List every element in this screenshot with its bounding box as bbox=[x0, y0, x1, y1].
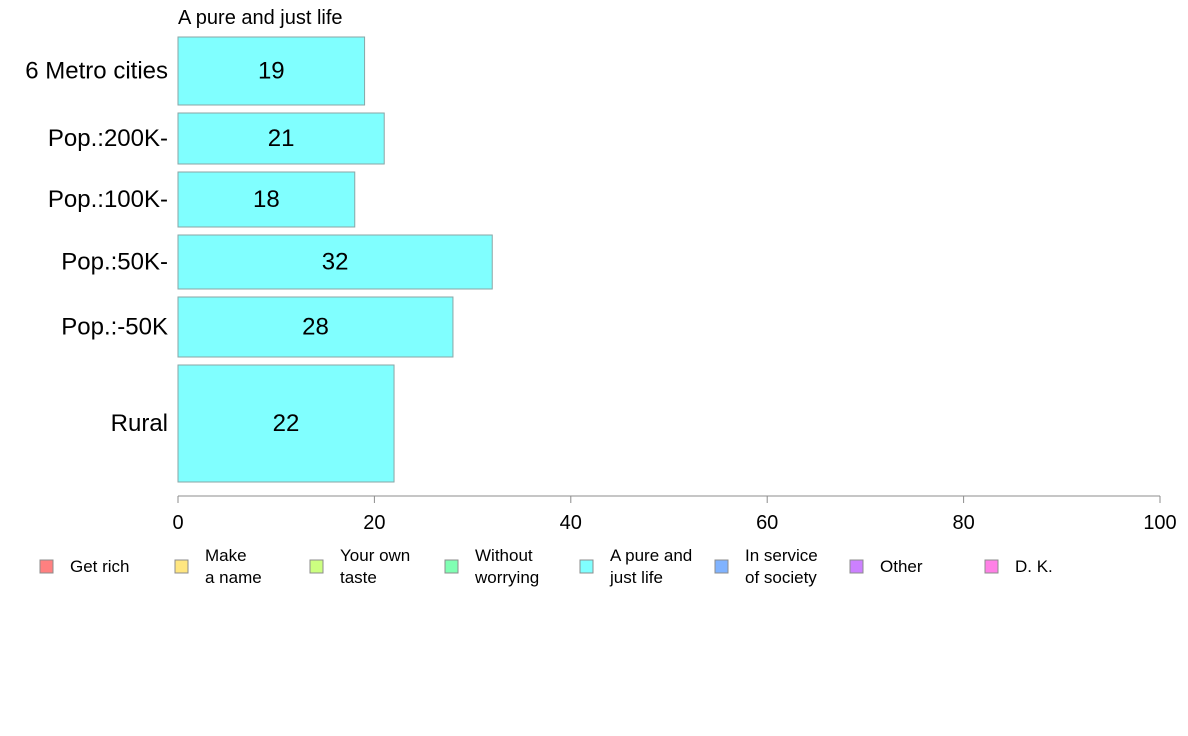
legend-label: Make bbox=[205, 546, 247, 565]
bar-value-label: 32 bbox=[322, 249, 349, 276]
legend-swatch bbox=[714, 559, 729, 574]
bar bbox=[177, 36, 366, 106]
bar-value-label: 19 bbox=[258, 58, 285, 85]
category-label: Pop.:200K- bbox=[48, 125, 168, 152]
bar-value-label: 18 bbox=[253, 186, 280, 213]
bar bbox=[177, 364, 395, 483]
x-tick-label: 80 bbox=[952, 512, 974, 534]
legend-item: Get rich bbox=[39, 557, 130, 576]
legend-swatch bbox=[309, 559, 324, 574]
bar-value-label: 28 bbox=[302, 314, 329, 341]
bar bbox=[177, 171, 356, 228]
legend-item: Other bbox=[849, 557, 923, 576]
x-axis: 0 20 40 60 80 100 bbox=[172, 495, 1177, 534]
legend-swatch bbox=[174, 559, 189, 574]
legend-label: D. K. bbox=[1015, 557, 1053, 576]
legend-label: just life bbox=[609, 568, 663, 587]
legend-label: Get rich bbox=[70, 557, 130, 576]
x-tick-label: 100 bbox=[1143, 512, 1176, 534]
legend-item: Make a name bbox=[174, 546, 262, 587]
legend-swatch bbox=[579, 559, 594, 574]
legend-item: A pure and just life bbox=[579, 546, 692, 587]
legend-label: a name bbox=[205, 568, 262, 587]
legend-item: Without worrying bbox=[444, 546, 539, 587]
legend-item: Your own taste bbox=[309, 546, 410, 587]
legend-swatch bbox=[984, 559, 999, 574]
bar-value-label: 22 bbox=[273, 410, 300, 437]
bar bbox=[177, 234, 493, 290]
legend-label: Your own bbox=[340, 546, 410, 565]
legend-label: Without bbox=[475, 546, 533, 565]
category-label: Pop.:-50K bbox=[61, 314, 168, 341]
bar bbox=[177, 112, 385, 165]
legend-item: In service of society bbox=[714, 546, 818, 587]
legend-label: In service bbox=[745, 546, 818, 565]
legend-label: A pure and bbox=[610, 546, 692, 565]
bar-value-label: 21 bbox=[268, 125, 295, 152]
legend-label: taste bbox=[340, 568, 377, 587]
bars-group: 19 6 Metro cities 21 Pop.:200K- 18 Pop.:100K-… bbox=[25, 36, 493, 483]
category-label: 6 Metro cities bbox=[25, 58, 168, 85]
category-label: Rural bbox=[111, 410, 168, 437]
legend-label: worrying bbox=[474, 568, 539, 587]
bar bbox=[177, 296, 454, 358]
legend-label: Other bbox=[880, 557, 923, 576]
legend-item: D. K. bbox=[984, 557, 1053, 576]
legend-swatch bbox=[444, 559, 459, 574]
x-tick-label: 40 bbox=[560, 512, 582, 534]
legend: Get rich Make a name Your own taste Without wo… bbox=[39, 546, 1053, 587]
category-label: Pop.:50K- bbox=[61, 249, 168, 276]
chart-title: A pure and just life bbox=[178, 7, 343, 29]
legend-swatch bbox=[39, 559, 54, 574]
x-tick-label: 60 bbox=[756, 512, 778, 534]
legend-swatch bbox=[849, 559, 864, 574]
legend-label: of society bbox=[745, 568, 817, 587]
category-label: Pop.:100K- bbox=[48, 186, 168, 213]
x-tick-label: 0 bbox=[172, 512, 183, 534]
x-tick-label: 20 bbox=[363, 512, 385, 534]
